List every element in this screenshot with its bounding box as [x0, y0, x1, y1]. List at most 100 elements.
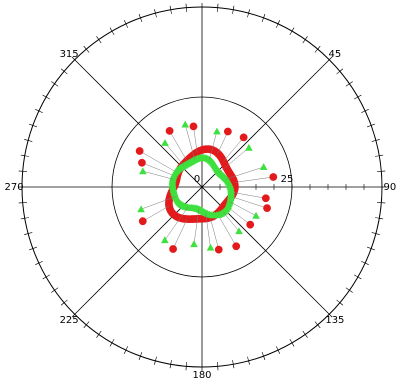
- angle-tick: [371, 140, 376, 142]
- angle-tick: [361, 260, 366, 264]
- angle-tick: [24, 155, 30, 157]
- angle-tick: [63, 71, 68, 75]
- angle-tick: [349, 289, 353, 293]
- angle-tick: [111, 338, 115, 344]
- angle-tick: [336, 71, 341, 75]
- angle-tick: [45, 96, 51, 100]
- angle-tick: [289, 30, 293, 36]
- angle-tick: [170, 9, 172, 15]
- radial-label: 0: [194, 174, 200, 185]
- angle-tick: [169, 364, 172, 369]
- angle-tick: [38, 260, 43, 264]
- circle-marker: [214, 245, 223, 254]
- outlier-connector: [184, 124, 195, 160]
- angle-tick: [248, 9, 250, 14]
- angle-tick: [51, 81, 55, 85]
- outlier-connector: [141, 196, 176, 210]
- angle-tick: [375, 233, 380, 235]
- angle-tick: [364, 108, 369, 112]
- angle-tick: [379, 154, 384, 157]
- angle-tick: [98, 330, 102, 335]
- angle-tick: [261, 351, 264, 357]
- angle-label: 45: [329, 49, 342, 60]
- outlier-connector: [234, 176, 274, 183]
- angle-tick: [336, 299, 341, 303]
- angle-tick: [35, 262, 40, 266]
- angle-tick: [291, 27, 295, 32]
- angle-tick: [261, 17, 264, 23]
- angle-tick: [83, 324, 87, 329]
- angle-tick: [51, 289, 55, 293]
- triangle-marker: [190, 240, 198, 248]
- angle-tick: [247, 356, 249, 361]
- triangle-marker: [252, 211, 260, 219]
- angle-tick: [232, 9, 234, 15]
- angle-tick: [71, 56, 75, 60]
- angle-tick: [32, 125, 38, 128]
- angle-tick: [339, 302, 344, 306]
- angle-tick: [232, 5, 235, 10]
- circle-marker: [189, 122, 198, 131]
- angle-tick: [314, 48, 318, 53]
- data-series: [135, 120, 278, 254]
- angle-tick: [38, 110, 43, 114]
- angle-tick: [361, 110, 366, 114]
- angle-tick: [339, 68, 344, 72]
- outlier-connector: [141, 162, 178, 178]
- triangle-marker: [161, 139, 169, 146]
- angle-tick: [232, 359, 234, 365]
- axis-labels: 315 45 270 90 225 135 180 0 25: [5, 49, 397, 381]
- angle-tick: [374, 217, 380, 219]
- outlier-connector: [226, 166, 264, 180]
- triangle-marker: [181, 120, 190, 128]
- angle-label: 180: [192, 370, 211, 381]
- triangle-marker: [206, 243, 215, 251]
- circle-marker: [269, 173, 278, 181]
- angle-tick: [304, 334, 308, 338]
- angle-tick: [60, 302, 65, 306]
- triangle-marker: [139, 167, 147, 175]
- angle-tick: [357, 94, 362, 98]
- angle-tick: [248, 360, 250, 365]
- angle-label: 225: [60, 315, 79, 326]
- angle-tick: [63, 299, 68, 303]
- triangle-marker: [137, 205, 145, 213]
- angle-tick: [86, 48, 90, 53]
- circle-marker: [239, 133, 248, 142]
- angle-tick: [275, 23, 279, 28]
- circle-marker: [169, 245, 177, 253]
- angle-tick: [302, 39, 306, 44]
- angle-tick: [29, 123, 33, 126]
- triangle-marker: [245, 143, 253, 151]
- angle-tick: [123, 20, 127, 25]
- angle-tick: [140, 351, 143, 357]
- angle-tick: [60, 68, 65, 72]
- angle-tick: [371, 248, 375, 251]
- radial-label: 25: [281, 174, 294, 185]
- triangle-series: [137, 120, 268, 251]
- angle-tick: [24, 233, 29, 235]
- outlier-connector: [205, 212, 211, 248]
- angle-tick: [42, 94, 47, 98]
- circle-marker: [232, 242, 241, 251]
- outlier-connector: [164, 207, 188, 241]
- angle-label: 90: [384, 182, 397, 193]
- outlier-connector: [142, 170, 173, 180]
- angle-tick: [96, 334, 100, 338]
- outlier-connector: [209, 217, 220, 250]
- angle-tick: [366, 125, 372, 128]
- angle-tick: [232, 364, 235, 369]
- angle-tick: [24, 217, 30, 219]
- angular-ticks: [18, 3, 386, 371]
- angle-tick: [29, 248, 33, 251]
- angle-tick: [20, 154, 25, 157]
- angle-tick: [96, 36, 100, 40]
- angle-tick: [371, 123, 375, 126]
- angle-tick: [329, 56, 333, 60]
- angle-tick: [155, 13, 157, 18]
- circle-marker: [223, 127, 232, 136]
- angle-tick: [109, 27, 113, 32]
- outlier-connector: [142, 205, 170, 222]
- angle-tick: [353, 96, 359, 100]
- angle-tick: [86, 321, 90, 326]
